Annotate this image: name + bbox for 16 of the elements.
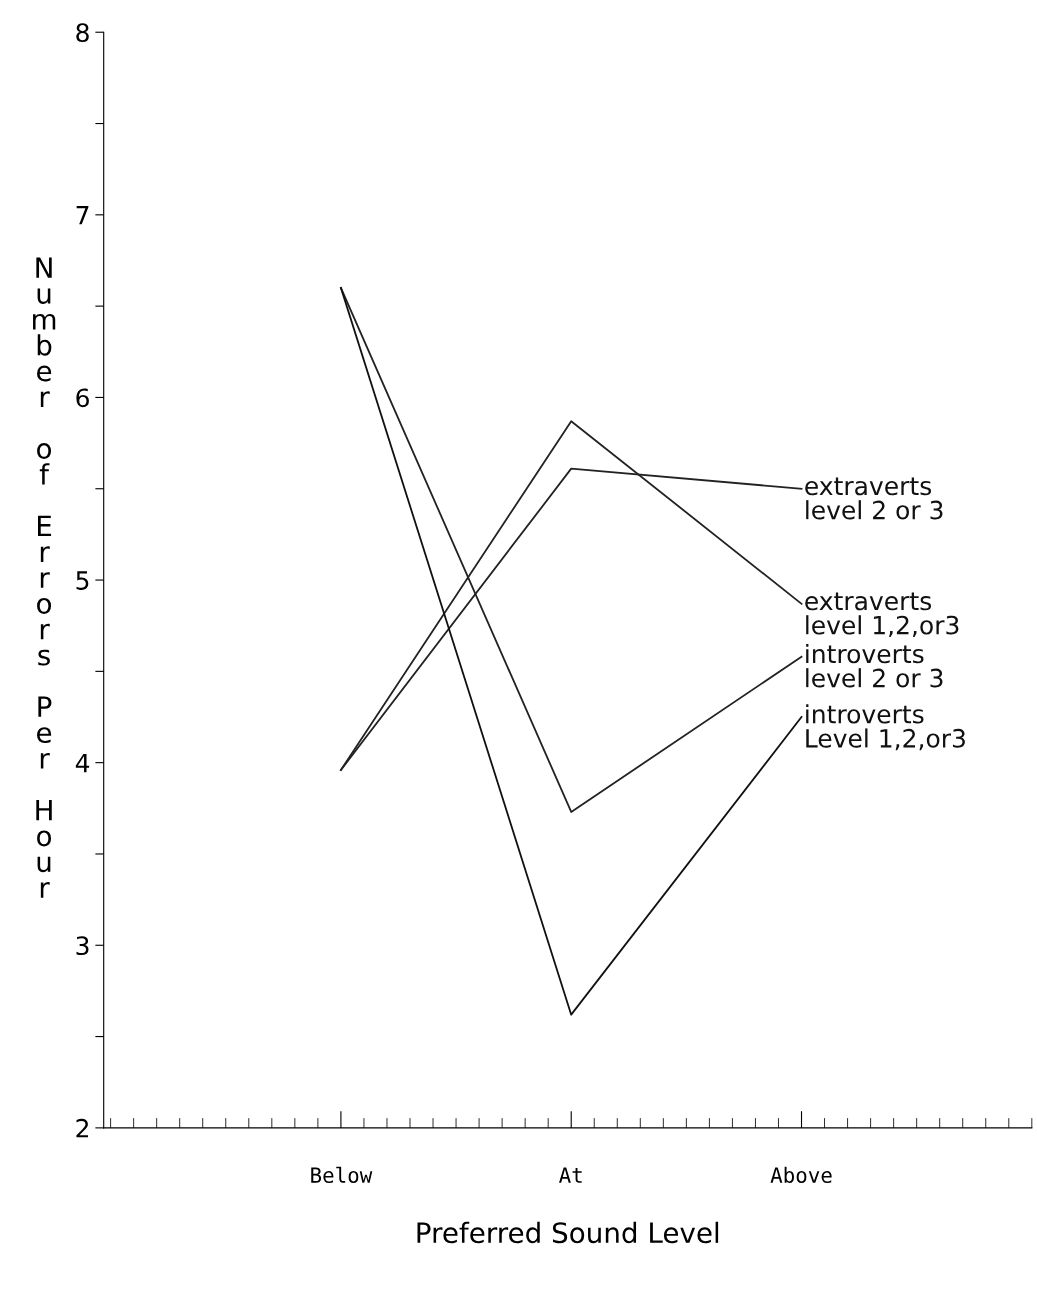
y-tick-label: 4 bbox=[75, 753, 90, 773]
x-tick-label: Above bbox=[770, 1166, 832, 1183]
y-tick-label: 7 bbox=[76, 206, 89, 225]
series-label: introverts level 2 or 3 bbox=[806, 643, 943, 688]
text: Number of Errors Per Hour bbox=[33, 257, 56, 898]
series-label: extraverts level 2 or 3 bbox=[805, 477, 943, 520]
y-tick-label: 8 bbox=[76, 23, 89, 43]
y-tick-label: 6 bbox=[76, 388, 89, 408]
y-tick-label: 2 bbox=[76, 1118, 88, 1138]
x-tick-label: At bbox=[559, 1167, 582, 1183]
x-axis-title: Preferred Sound Level bbox=[417, 1221, 719, 1244]
y-tick-label: 3 bbox=[76, 936, 89, 956]
series-label: introverts Level 1,2,or3 bbox=[806, 704, 965, 751]
series-label: extraverts level 1,2,or3 bbox=[805, 592, 959, 638]
x-tick-label: Below bbox=[311, 1166, 373, 1183]
y-tick-label: 5 bbox=[76, 571, 89, 590]
